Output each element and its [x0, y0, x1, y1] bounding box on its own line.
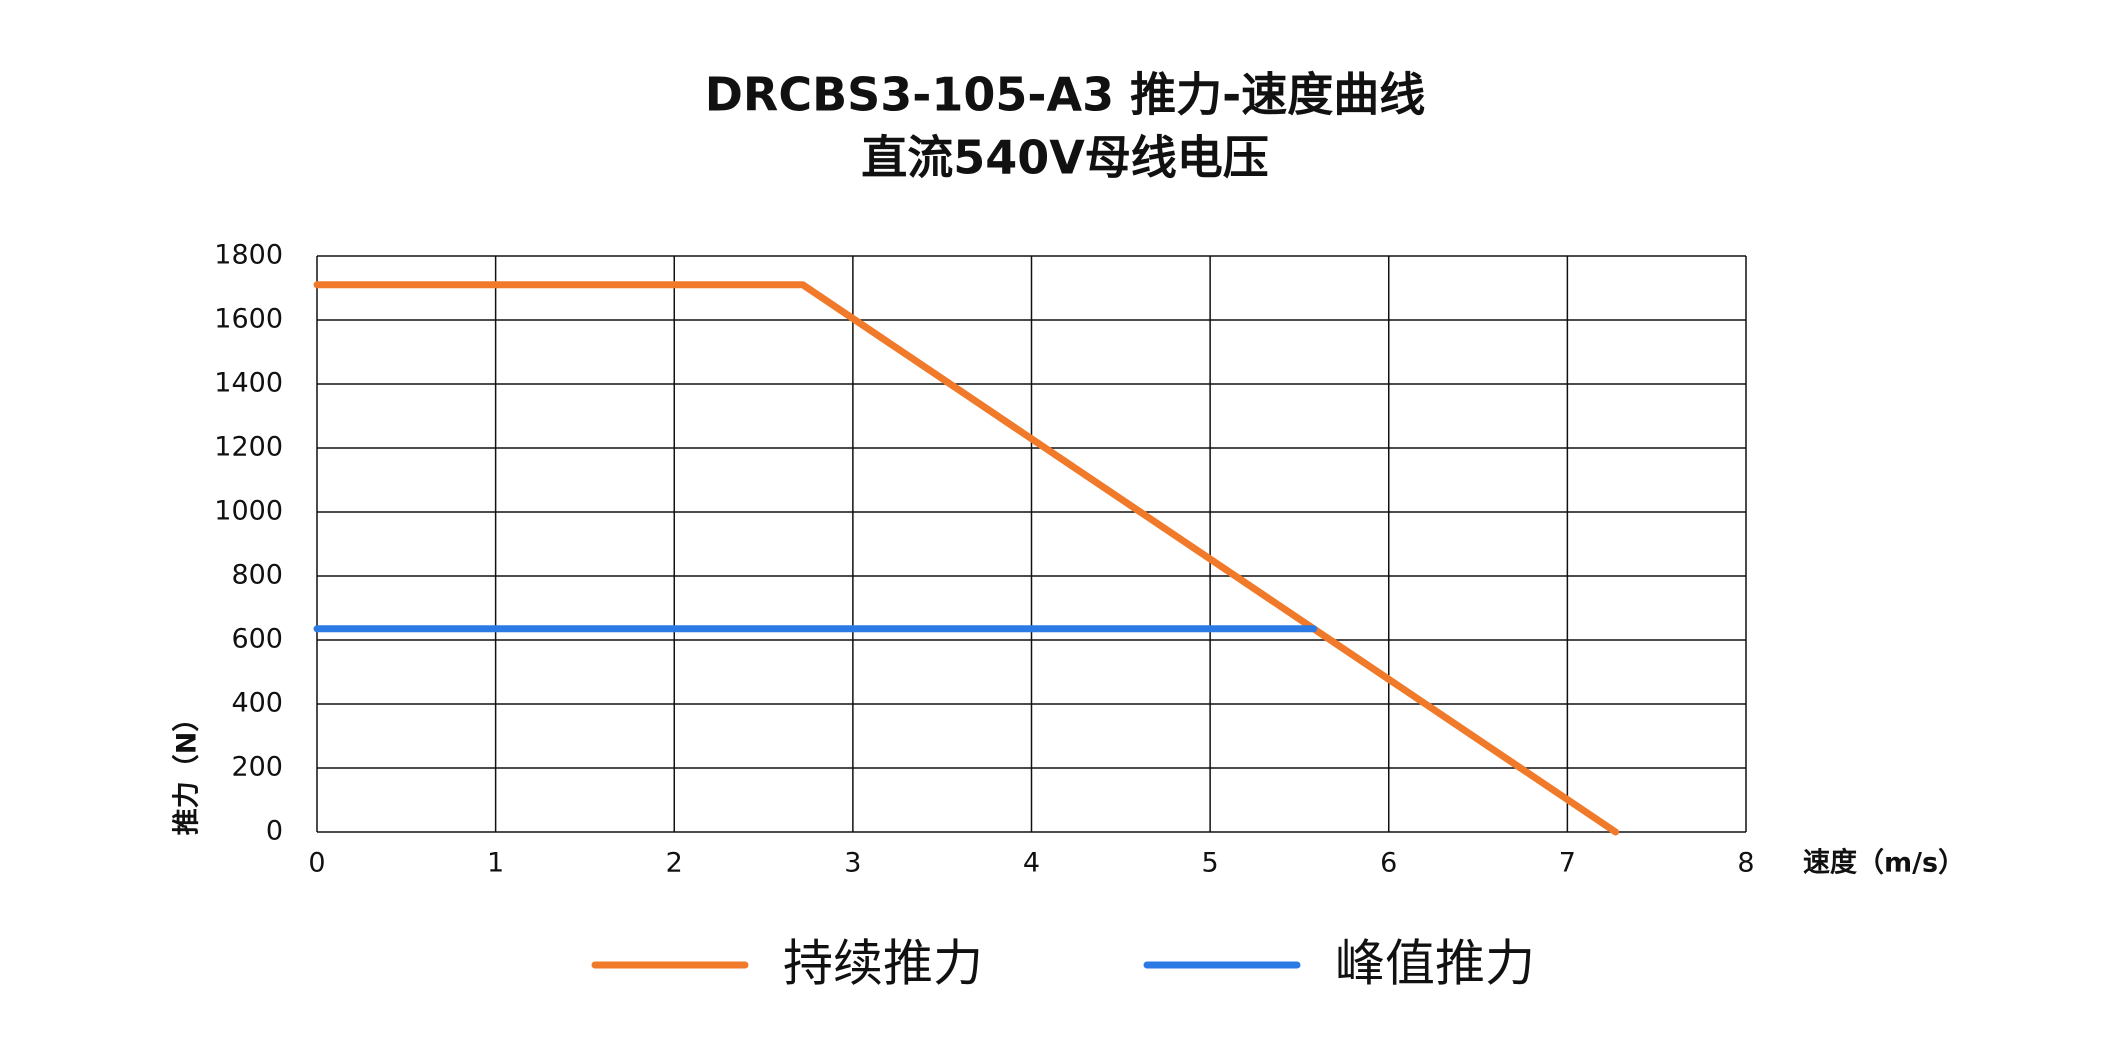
- y-tick-label: 1200: [214, 432, 283, 463]
- y-tick-label: 1600: [214, 304, 283, 335]
- chart-title: DRCBS3-105-A3 推力-速度曲线: [705, 68, 1425, 122]
- y-axis-label: 推力（N）: [172, 705, 203, 836]
- x-tick-label: 0: [308, 848, 325, 879]
- y-tick-label: 0: [266, 816, 283, 847]
- legend-label: 持续推力: [783, 935, 983, 993]
- x-tick-label: 3: [844, 848, 861, 879]
- y-tick-label: 1400: [214, 368, 283, 399]
- x-tick-label: 7: [1559, 848, 1576, 879]
- chart-subtitle: 直流540V母线电压: [861, 131, 1269, 185]
- y-tick-label: 600: [231, 624, 283, 655]
- x-axis-label: 速度（m/s）: [1803, 847, 1965, 879]
- x-tick-label: 2: [666, 848, 683, 879]
- x-tick-label: 6: [1380, 848, 1397, 879]
- y-tick-label: 800: [231, 560, 283, 591]
- line-series: [313, 281, 1620, 836]
- y-tick-label: 1800: [214, 240, 283, 271]
- legend-label: 峰值推力: [1335, 935, 1535, 993]
- x-tick-label: 8: [1737, 848, 1754, 879]
- y-tick-label: 400: [231, 688, 283, 719]
- x-tick-label: 5: [1202, 848, 1219, 879]
- y-tick-label: 200: [231, 752, 283, 783]
- x-tick-label: 4: [1023, 848, 1040, 879]
- y-tick-label: 1000: [214, 496, 283, 527]
- x-tick-label: 1: [487, 848, 504, 879]
